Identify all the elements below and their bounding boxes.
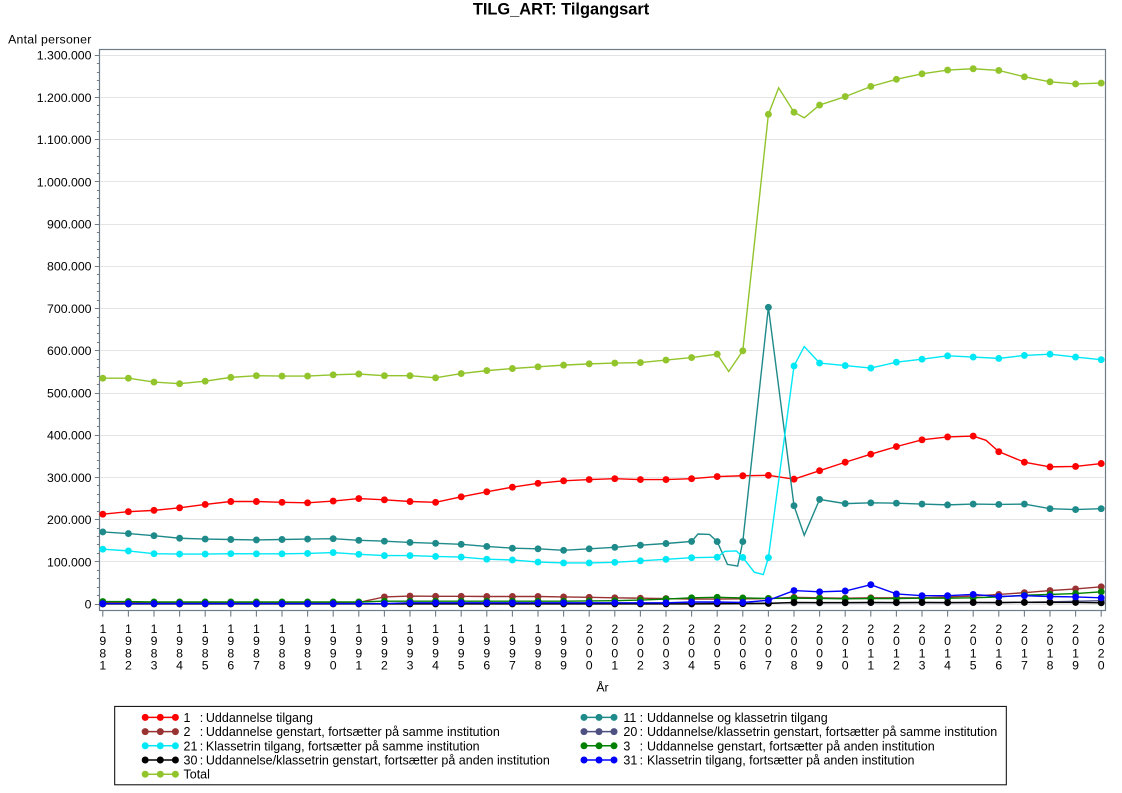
svg-text:Antal personer: Antal personer [8, 33, 91, 47]
svg-text:Total: Total [184, 768, 210, 782]
svg-text:Uddannelse/klassetrin genstart: Uddannelse/klassetrin genstart, fortsætt… [206, 754, 550, 768]
svg-text:1.200.000: 1.200.000 [37, 91, 92, 105]
svg-text:11: 11 [623, 711, 636, 725]
svg-text:700.000: 700.000 [47, 302, 92, 316]
svg-text:600.000: 600.000 [47, 344, 92, 358]
svg-text:0: 0 [85, 598, 92, 612]
svg-text:31: 31 [623, 754, 637, 768]
svg-text:800.000: 800.000 [47, 260, 92, 274]
svg-text:2: 2 [184, 725, 191, 739]
svg-text:300.000: 300.000 [47, 471, 92, 485]
svg-text:3: 3 [623, 739, 630, 753]
svg-text:Uddannelse genstart, fortsætte: Uddannelse genstart, fortsætter på anden… [647, 739, 935, 753]
svg-text:Klassetrin tilgang, fortsætter: Klassetrin tilgang, fortsætter på samme … [206, 739, 480, 753]
svg-text:400.000: 400.000 [47, 429, 92, 443]
svg-text:30: 30 [184, 754, 198, 768]
svg-text:200.000: 200.000 [47, 513, 92, 527]
svg-text::: : [640, 739, 643, 753]
svg-text:1.000.000: 1.000.000 [37, 175, 92, 189]
svg-text:1.300.000: 1.300.000 [37, 49, 92, 63]
svg-text:Klassetrin tilgang, fortsætter: Klassetrin tilgang, fortsætter på anden … [647, 754, 915, 768]
svg-text:TILG_ART: Tilgangsart: TILG_ART: Tilgangsart [473, 0, 650, 18]
svg-text:Uddannelse og klassetrin tilga: Uddannelse og klassetrin tilgang [647, 711, 828, 725]
svg-text:Uddannelse tilgang: Uddannelse tilgang [206, 711, 313, 725]
svg-text:21: 21 [184, 739, 198, 753]
svg-text::: : [200, 711, 203, 725]
svg-text:1.100.000: 1.100.000 [37, 133, 92, 147]
svg-text::: : [640, 754, 643, 768]
svg-text:100.000: 100.000 [47, 555, 92, 569]
svg-text:År: År [596, 680, 608, 695]
svg-text:900.000: 900.000 [47, 218, 92, 232]
svg-text:Uddannelse genstart, fortsætte: Uddannelse genstart, fortsætter på samme… [206, 725, 500, 739]
svg-text::: : [200, 739, 203, 753]
svg-text::: : [640, 725, 643, 739]
svg-text:1: 1 [184, 711, 191, 725]
svg-text::: : [200, 725, 203, 739]
svg-text:20: 20 [623, 725, 637, 739]
svg-text:500.000: 500.000 [47, 386, 92, 400]
svg-text:Uddannelse/klassetrin genstart: Uddannelse/klassetrin genstart, fortsætt… [647, 725, 997, 739]
svg-text::: : [200, 754, 203, 768]
svg-text::: : [640, 711, 643, 725]
